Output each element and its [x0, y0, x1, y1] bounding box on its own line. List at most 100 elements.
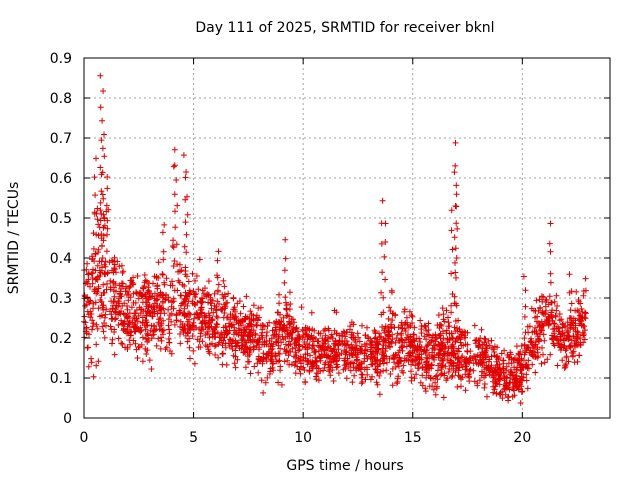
- data-point: [421, 347, 428, 354]
- data-point: [171, 287, 178, 294]
- data-point: [207, 341, 213, 348]
- data-point: [365, 333, 371, 340]
- data-point: [140, 285, 147, 292]
- data-point: [294, 328, 301, 335]
- data-point: [304, 359, 311, 365]
- data-point: [452, 259, 458, 266]
- data-point: [214, 287, 221, 294]
- data-point: [101, 334, 108, 341]
- data-point: [346, 351, 353, 358]
- data-point: [312, 348, 319, 355]
- data-point: [540, 331, 547, 338]
- data-point: [386, 304, 393, 311]
- data-point: [332, 357, 339, 364]
- data-point: [462, 387, 469, 394]
- data-point: [341, 347, 348, 354]
- y-tick-label: 0.5: [50, 211, 72, 227]
- data-point: [146, 357, 153, 364]
- data-point: [439, 305, 446, 312]
- data-point: [255, 369, 262, 376]
- data-point: [349, 379, 356, 386]
- data-point: [453, 255, 460, 261]
- data-point: [115, 298, 122, 304]
- data-point: [382, 276, 389, 283]
- data-point: [456, 373, 463, 380]
- data-point: [315, 370, 321, 377]
- data-point: [208, 305, 215, 312]
- data-point: [529, 361, 536, 368]
- data-point: [361, 358, 368, 365]
- data-point: [541, 337, 548, 344]
- data-point: [577, 300, 584, 307]
- plot-frame: [83, 57, 611, 419]
- data-point: [520, 374, 527, 381]
- data-point: [93, 155, 99, 162]
- data-point: [91, 209, 98, 216]
- data-point: [276, 351, 283, 357]
- data-point: [198, 326, 205, 333]
- data-point: [211, 331, 218, 337]
- data-point: [98, 137, 105, 144]
- data-point: [242, 315, 249, 322]
- data-point: [247, 346, 254, 353]
- data-point: [177, 309, 184, 316]
- data-point: [89, 323, 96, 330]
- data-point: [85, 270, 92, 277]
- data-point: [491, 349, 498, 355]
- data-point: [155, 275, 162, 281]
- data-point: [237, 310, 244, 317]
- data-point: [170, 298, 177, 305]
- x-tick-labels: 0 5 10 15 20: [80, 430, 532, 446]
- data-point: [100, 237, 107, 244]
- data-point: [186, 322, 193, 329]
- data-point: [212, 306, 219, 313]
- data-point: [289, 329, 296, 336]
- data-point: [517, 400, 524, 406]
- data-point: [247, 370, 254, 377]
- data-point: [525, 365, 532, 372]
- data-point: [221, 301, 228, 308]
- data-point: [117, 310, 124, 317]
- data-point: [453, 220, 460, 227]
- data-point: [148, 366, 155, 372]
- data-point: [547, 351, 554, 358]
- data-point: [155, 259, 162, 266]
- data-point: [260, 389, 267, 396]
- data-point: [519, 388, 526, 395]
- data-point: [256, 358, 263, 365]
- data-point: [385, 333, 392, 340]
- data-point: [566, 333, 573, 340]
- data-point: [394, 330, 401, 337]
- data-point: [172, 224, 179, 231]
- data-point: [448, 227, 455, 234]
- data-point: [96, 273, 103, 279]
- data-point: [440, 311, 447, 318]
- data-point: [211, 334, 218, 341]
- data-point: [239, 336, 246, 343]
- data-point: [393, 380, 400, 387]
- data-point: [202, 332, 209, 338]
- data-point: [205, 291, 212, 298]
- data-point: [272, 324, 279, 331]
- data-point: [556, 317, 563, 324]
- data-point: [172, 208, 178, 215]
- data-point: [567, 315, 574, 322]
- data-point: [551, 298, 558, 305]
- data-point: [277, 363, 284, 370]
- data-point: [92, 251, 99, 258]
- data-point: [454, 225, 461, 232]
- data-point: [189, 333, 196, 339]
- data-point: [437, 330, 444, 337]
- data-point: [525, 344, 532, 351]
- data-point: [517, 367, 524, 374]
- data-point: [124, 306, 131, 313]
- data-point: [147, 327, 154, 334]
- data-point: [345, 364, 352, 370]
- data-point: [111, 254, 118, 261]
- data-point: [443, 307, 450, 314]
- data-point: [336, 355, 343, 362]
- data-point: [491, 386, 498, 393]
- data-point: [292, 339, 299, 346]
- data-point: [170, 237, 177, 244]
- data-point: [286, 320, 293, 327]
